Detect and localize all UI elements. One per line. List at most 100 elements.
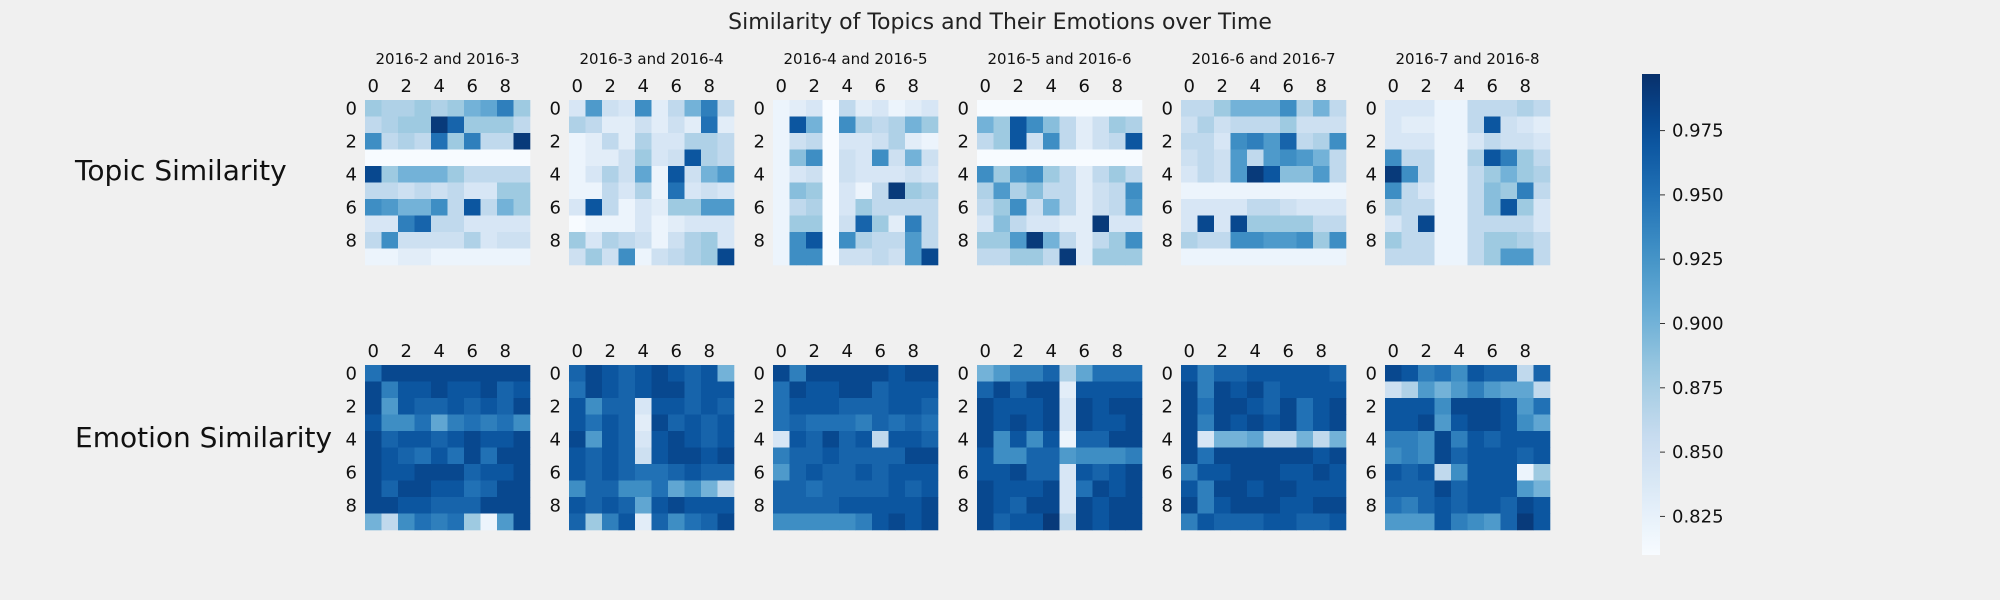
heatmap-cell: [585, 497, 603, 514]
y-tick-label: 2: [550, 131, 561, 152]
heatmap-cell: [668, 199, 685, 216]
heatmap-cell: [1076, 182, 1093, 200]
heatmap-cell: [464, 133, 481, 150]
colorbar-tick-label: 0.850: [1672, 442, 1724, 463]
heatmap-cell: [1329, 133, 1347, 150]
x-tick-label: 2: [401, 76, 412, 97]
heatmap-cell: [1451, 447, 1468, 465]
heatmap-cell: [1385, 182, 1402, 200]
heatmap-cell: [1181, 480, 1198, 498]
heatmap-cell: [618, 215, 636, 233]
heatmap-cell: [1076, 149, 1093, 167]
heatmap-cell: [773, 497, 790, 514]
x-tick-label: 2: [1421, 341, 1432, 362]
heatmap-cell: [480, 232, 498, 249]
y-tick-label: 4: [754, 164, 765, 185]
heatmap-cell: [905, 215, 922, 233]
heatmap-cell: [1401, 381, 1419, 399]
heatmap-cell: [1533, 464, 1551, 481]
heatmap-cell: [1418, 431, 1435, 448]
heatmap-cell: [1076, 381, 1093, 399]
heatmap-cell: [602, 232, 619, 249]
heatmap-cell: [513, 381, 531, 399]
heatmap-cell: [921, 116, 939, 134]
x-tick-label: 4: [1046, 76, 1057, 97]
heatmap-cell: [497, 232, 514, 249]
heatmap-cell: [447, 100, 465, 117]
heatmap-cell: [1517, 381, 1534, 399]
heatmap-cell: [365, 199, 382, 216]
x-tick-label: 8: [1520, 76, 1531, 97]
heatmap-cell: [1467, 365, 1485, 382]
heatmap-cell: [1181, 365, 1198, 382]
heatmap-cell: [480, 182, 498, 200]
heatmap-cell: [1230, 149, 1248, 167]
heatmap-cell: [1500, 497, 1518, 514]
x-tick-label: 0: [1388, 341, 1399, 362]
heatmap-cell: [1026, 431, 1044, 448]
heatmap-cell: [668, 381, 685, 399]
x-tick-label: 4: [1454, 341, 1465, 362]
heatmap-cell: [855, 248, 873, 266]
heatmap-cell: [513, 215, 531, 233]
heatmap-cell: [888, 398, 906, 415]
heatmap-cell: [381, 398, 399, 415]
heatmap-cell: [1385, 464, 1402, 481]
heatmap-cell: [806, 199, 823, 216]
heatmap-cell: [1263, 149, 1281, 167]
y-tick-label: 0: [346, 363, 357, 384]
heatmap-cell: [635, 398, 652, 415]
heatmap-cell: [1385, 447, 1402, 465]
heatmap-cell: [414, 199, 432, 216]
heatmap-cell: [1434, 116, 1452, 134]
heatmap-cell: [1214, 497, 1231, 514]
heatmap-cell: [585, 480, 603, 498]
y-tick-label: 6: [1366, 462, 1377, 483]
heatmap-cell: [1109, 149, 1126, 167]
heatmap-cell: [447, 513, 465, 531]
heatmap-cell: [1197, 365, 1215, 382]
heatmap-cell: [1418, 365, 1435, 382]
heatmap-cell: [1484, 447, 1501, 465]
heatmap-cell: [1076, 497, 1093, 514]
heatmap-cell: [365, 513, 382, 531]
heatmap-cell: [1500, 116, 1518, 134]
heatmap-cell: [921, 365, 939, 382]
y-tick-label: 6: [754, 197, 765, 218]
heatmap-cell: [1484, 513, 1501, 531]
heatmap-cell: [480, 431, 498, 448]
heatmap-cell: [717, 232, 735, 249]
heatmap-cell: [1517, 497, 1534, 514]
heatmap-cell: [789, 149, 807, 167]
heatmap-cell: [1076, 398, 1093, 415]
heatmap-cell: [855, 431, 873, 448]
heatmap-cell: [1517, 149, 1534, 167]
heatmap-cell: [1385, 232, 1402, 249]
heatmap-cell: [1467, 480, 1485, 498]
heatmap-cell: [1043, 133, 1060, 150]
heatmap-cell: [888, 431, 906, 448]
heatmap-cell: [872, 513, 889, 531]
heatmap-cell: [1484, 215, 1501, 233]
heatmap-cell: [1197, 447, 1215, 465]
heatmap-cell: [1247, 133, 1264, 150]
y-tick-label: 8: [346, 495, 357, 516]
heatmap-cell: [701, 166, 718, 183]
heatmap-cell: [1230, 166, 1248, 183]
heatmap-cell: [1230, 480, 1248, 498]
heatmap-cell: [1313, 215, 1330, 233]
heatmap-cell: [381, 497, 399, 514]
heatmap-cell: [1500, 414, 1518, 432]
heatmap-cell: [602, 100, 619, 117]
heatmap-cell: [684, 133, 702, 150]
heatmap-cell: [839, 365, 856, 382]
x-tick-label: 8: [500, 341, 511, 362]
heatmap-cell: [773, 365, 790, 382]
heatmap-cell: [1026, 166, 1044, 183]
heatmap-cell: [1500, 133, 1518, 150]
heatmap-cell: [398, 365, 415, 382]
heatmap-cell: [1296, 248, 1314, 266]
x-tick-label: 0: [1184, 76, 1195, 97]
heatmap-cell: [1214, 381, 1231, 399]
heatmap-cell: [1247, 398, 1264, 415]
